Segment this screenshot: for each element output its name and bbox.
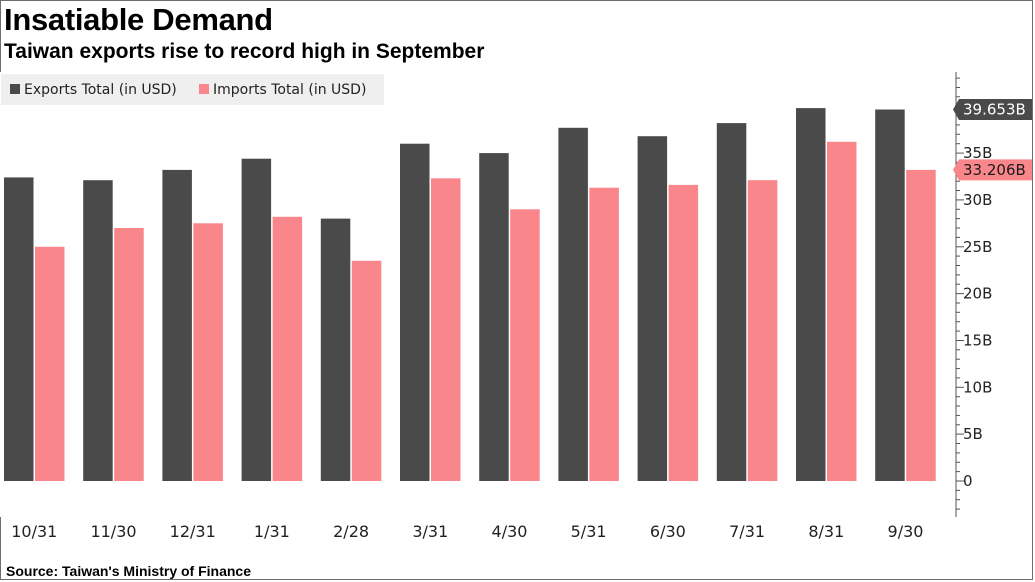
bar-exports-10-31 [4, 177, 34, 481]
x-tick-label: 9/30 [888, 522, 924, 541]
source-note: Source: Taiwan's Ministry of Finance [6, 563, 252, 579]
y-tick-label: 15B [963, 332, 992, 350]
last-value-labels: 39.653B 33.206B [953, 98, 1032, 181]
legend-swatch-exports [10, 84, 20, 94]
x-tick-label: 6/30 [650, 522, 686, 541]
y-tick-label: 25B [963, 238, 992, 256]
y-tick-label: 5B [963, 425, 983, 443]
bar-imports-11-30 [114, 228, 144, 481]
y-tick-label: 0 [963, 472, 973, 490]
legend-label-exports: Exports Total (in USD) [24, 82, 177, 98]
bar-imports-9-30 [906, 169, 936, 481]
bars-group [4, 108, 936, 482]
bar-exports-5-31 [558, 127, 588, 482]
x-tick-label: 12/31 [170, 522, 216, 541]
bar-exports-9-30 [875, 109, 905, 481]
x-tick-label: 10/31 [11, 522, 57, 541]
x-tick-label: 8/31 [808, 522, 844, 541]
chart-title: Insatiable Demand [4, 2, 273, 37]
y-tick-label: 30B [963, 191, 992, 209]
bar-imports-2-28 [351, 260, 382, 481]
last-value-tag [953, 98, 1032, 120]
x-tick-label: 3/31 [412, 522, 448, 541]
y-tick-label: 20B [963, 285, 992, 303]
x-tick-label: 11/30 [90, 522, 136, 541]
y-tick-label: 35B [963, 144, 992, 162]
last-value-label: 33.206B [963, 161, 1026, 179]
legend: Exports Total (in USD) Imports Total (in … [1, 74, 384, 105]
bar-exports-3-31 [400, 143, 430, 481]
y-tick-label: 10B [963, 378, 992, 396]
x-tick-label: 5/31 [571, 522, 607, 541]
bar-exports-7-31 [716, 123, 747, 481]
x-tick-label: 1/31 [254, 522, 290, 541]
legend-box [1, 74, 384, 105]
last-value-tag [953, 159, 1032, 181]
chart-subtitle: Taiwan exports rise to record high in Se… [4, 40, 485, 63]
bar-exports-8-31 [796, 108, 826, 481]
bar-imports-12-31 [193, 223, 223, 482]
x-tick-label: 7/31 [729, 522, 765, 541]
legend-label-imports: Imports Total (in USD) [213, 82, 366, 98]
legend-swatch-imports [199, 84, 209, 94]
y-axis: 0 5B 10B 15B 20B 25B 30B 35B [955, 72, 992, 517]
bar-imports-5-31 [589, 187, 619, 481]
bar-exports-1-31 [241, 158, 272, 481]
bar-exports-6-30 [637, 136, 668, 481]
bar-imports-6-30 [668, 184, 699, 481]
bar-imports-8-31 [827, 141, 857, 482]
last-value-label: 39.653B [963, 101, 1026, 119]
x-tick-label: 4/30 [492, 522, 528, 541]
bar-imports-1-31 [272, 216, 303, 482]
x-tick-label: 2/28 [333, 522, 369, 541]
bar-imports-3-31 [431, 178, 461, 482]
bar-imports-7-31 [747, 180, 778, 481]
x-axis: 10/31 11/30 12/31 1/31 2/28 3/31 4/30 5/31 6/30 7… [11, 522, 923, 541]
bar-exports-4-30 [479, 153, 509, 481]
bar-exports-11-30 [83, 180, 113, 481]
bar-exports-12-31 [162, 169, 192, 481]
bar-exports-2-28 [320, 218, 351, 481]
bar-imports-10-31 [35, 246, 65, 481]
bar-imports-4-30 [510, 209, 540, 482]
